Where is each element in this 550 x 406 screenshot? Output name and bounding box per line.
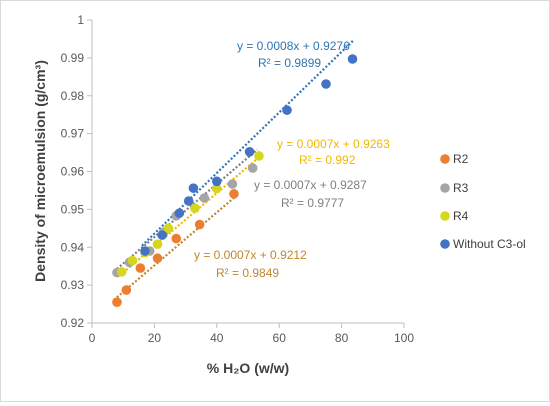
axes: 0 20 40 60 80 100 0.92 0.93 0.94 0.95 0.96 0.97 0.98… <box>61 13 415 345</box>
data-point-series-3 <box>212 183 222 194</box>
data-point-series-1 <box>135 263 146 273</box>
data-point-series-4 <box>321 79 331 89</box>
trendline-equation: y = 0.0007x + 0.9287 <box>254 178 367 192</box>
data-points <box>112 54 358 307</box>
trendline-r-squared: R² = 0.9777 <box>281 196 344 210</box>
data-point-series-3 <box>163 223 174 234</box>
trendline-equation: y = 0.0008x + 0.9276 <box>237 39 350 53</box>
trendline-3 <box>119 155 262 277</box>
legend: R2 R3 R4 Without C3-ol <box>440 152 526 251</box>
data-point-series-1 <box>229 189 239 199</box>
legend-label: Without C3-ol <box>453 237 526 251</box>
y-tick-label: 0.94 <box>61 240 85 254</box>
y-axis-title: Density of microemulsion (g/cm³) <box>32 60 48 282</box>
y-tick-label: 0.92 <box>61 316 85 330</box>
data-point-series-1 <box>112 297 122 307</box>
data-point-series-3 <box>152 239 163 250</box>
data-point-series-4 <box>244 147 255 157</box>
y-tick-label: 1 <box>77 13 84 27</box>
y-tick-label: 0.99 <box>61 51 85 65</box>
trendline-equation: y = 0.0007x + 0.9263 <box>277 137 390 151</box>
legend-marker <box>440 239 450 249</box>
data-point-series-3 <box>116 267 127 277</box>
legend-label: R4 <box>453 209 469 223</box>
x-tick-label: 80 <box>335 331 349 345</box>
data-point-series-4 <box>282 105 292 115</box>
y-tick-label: 0.96 <box>61 165 85 179</box>
data-point-series-1 <box>171 233 182 244</box>
data-point-series-4 <box>140 246 150 256</box>
data-point-series-1 <box>194 219 205 230</box>
trendline-r-squared: R² = 0.992 <box>299 153 356 167</box>
legend-marker <box>440 154 450 164</box>
legend-label: R3 <box>453 181 469 195</box>
data-point-series-2 <box>247 163 258 173</box>
data-point-series-4 <box>174 208 185 218</box>
legend-marker <box>440 211 450 221</box>
data-point-series-2 <box>199 193 210 203</box>
y-tick-label: 0.93 <box>61 278 85 292</box>
legend-label: R2 <box>453 152 469 166</box>
x-tick-label: 0 <box>89 331 96 345</box>
data-point-series-3 <box>127 255 138 266</box>
trendline-equations: y = 0.0007x + 0.9212 R² = 0.9849 y = 0.000… <box>194 39 390 280</box>
trendline-equation: y = 0.0007x + 0.9212 <box>194 248 307 262</box>
data-point-series-4 <box>347 54 358 64</box>
data-point-series-1 <box>152 253 163 264</box>
y-tick-label: 0.97 <box>61 127 85 141</box>
data-point-series-4 <box>188 183 199 193</box>
x-tick-label: 40 <box>210 331 224 345</box>
trendline-r-squared: R² = 0.9849 <box>216 266 279 280</box>
y-tick-label: 0.98 <box>61 89 85 103</box>
data-point-series-1 <box>121 285 132 295</box>
data-point-series-2 <box>227 179 238 189</box>
data-point-series-3 <box>254 151 264 161</box>
x-tick-label: 100 <box>394 331 414 345</box>
trendline-1 <box>113 193 240 301</box>
trendline-2 <box>113 148 259 273</box>
legend-marker <box>440 183 450 193</box>
data-point-series-3 <box>190 203 200 214</box>
x-axis-title: % H₂O (w/w) <box>207 360 289 376</box>
data-point-series-4 <box>212 176 222 187</box>
trendline-r-squared: R² = 0.9899 <box>258 56 321 70</box>
x-tick-label: 20 <box>148 331 162 345</box>
data-point-series-4 <box>157 230 167 240</box>
x-tick-label: 60 <box>273 331 287 345</box>
y-tick-label: 0.95 <box>61 202 85 216</box>
data-point-series-4 <box>183 196 194 206</box>
